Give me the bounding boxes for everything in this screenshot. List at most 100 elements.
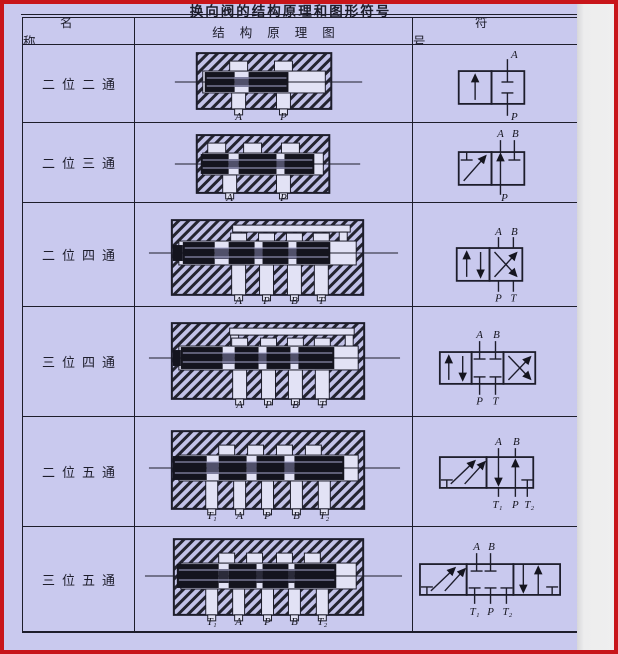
port-label: B	[511, 226, 518, 238]
table-row: 二位三通	[23, 122, 577, 202]
symbol-svg: A B T₁ P T₂	[419, 541, 561, 618]
port-label: T₁	[493, 499, 503, 511]
structure-diagram: A P B T	[134, 203, 412, 306]
ports	[232, 369, 330, 406]
table-row: 二位四通	[23, 202, 577, 306]
port-label: T	[319, 399, 326, 411]
spool	[172, 242, 331, 264]
structure-diagram: A P B T	[134, 307, 412, 416]
port-label: B	[291, 295, 298, 306]
structure-diagram-svg: A P B T	[148, 322, 401, 411]
port-label: A	[234, 616, 242, 628]
port-label: A	[475, 329, 483, 341]
header-structure: 结构原理图	[134, 18, 412, 44]
row-name: 三位五通	[41, 572, 122, 588]
structure-diagram-svg: T₁ A P B T₂	[144, 538, 403, 628]
row-name: 二位四通	[41, 248, 122, 263]
table-row: 二位五通	[23, 416, 577, 526]
page-margin-strip	[577, 4, 614, 650]
spool	[176, 564, 337, 588]
port-label: P	[264, 399, 272, 411]
port-label: A	[225, 192, 233, 202]
port-label: B	[513, 436, 520, 448]
row-name: 三位四通	[41, 355, 122, 370]
port-label: P	[475, 396, 483, 408]
port-label: A	[494, 436, 502, 448]
port-label: B	[488, 541, 495, 553]
symbol-svg: A B P T	[438, 329, 537, 408]
port-label: P	[279, 111, 287, 122]
table-row: 三位四通	[23, 306, 577, 416]
port-label: P	[500, 192, 508, 202]
symbol-diagram: A B P T	[412, 307, 577, 416]
header-name: 名称	[23, 18, 110, 44]
port-label: T₁	[470, 606, 480, 618]
port-label: T	[318, 295, 325, 306]
structure-diagram-svg: A P B T	[148, 219, 399, 306]
port-label: B	[292, 399, 299, 411]
symbol-diagram: A B T₁ P T₂	[412, 417, 577, 526]
symbol-svg: A B P T	[455, 226, 524, 305]
port-label: T₁	[207, 616, 217, 628]
valve-table: 名称 结构原理图 符号 二位二通	[21, 14, 579, 633]
spool	[204, 72, 289, 92]
port-label: P	[486, 606, 494, 618]
book-page: 换向阀的结构原理和图形符号 名称 结构原理图 符号 二位二通	[4, 4, 579, 650]
table-header-row: 名称 结构原理图 符号	[23, 18, 577, 44]
port-label: T	[510, 293, 517, 305]
port-label: B	[291, 616, 298, 628]
ports	[205, 588, 329, 622]
port-label: P	[510, 111, 518, 122]
port-label: A	[472, 541, 480, 553]
row-name: 二位五通	[41, 465, 122, 480]
ports	[231, 264, 329, 302]
port-label: B	[293, 510, 300, 522]
port-label: A	[234, 111, 242, 122]
port-label: A	[235, 399, 243, 411]
port-label: P	[263, 510, 271, 522]
ports	[231, 92, 291, 116]
port-label: A	[510, 49, 518, 61]
port-label: P	[511, 499, 519, 511]
structure-diagram-svg: T₁ A P B T₂	[148, 430, 401, 522]
ports	[222, 174, 291, 200]
port-label: P	[263, 616, 271, 628]
spool	[172, 347, 335, 369]
port-label: T₁	[207, 510, 217, 522]
port-label: T	[492, 396, 499, 408]
ports	[205, 480, 331, 516]
structure-diagram-svg: A P	[174, 134, 361, 202]
spool	[200, 154, 315, 174]
port-label: B	[493, 329, 500, 341]
port-label: P	[262, 295, 270, 306]
port-label: A	[496, 128, 504, 140]
symbol-svg: A P	[457, 49, 526, 122]
symbol-svg: A B T₁ P T₂	[438, 436, 534, 511]
row-name: 二位二通	[41, 77, 122, 92]
structure-diagram-svg: A P	[174, 52, 363, 122]
page-title: 换向阀的结构原理和图形符号	[189, 4, 392, 19]
structure-diagram: T₁ A P B T₂	[134, 417, 412, 526]
port-label: P	[494, 293, 502, 305]
port-label: T₂	[502, 606, 512, 618]
symbol-diagram: A B T₁ P T₂	[412, 527, 577, 631]
row-name: 二位三通	[41, 156, 122, 171]
symbol-diagram: A B P T	[412, 203, 577, 306]
structure-diagram: A P	[134, 123, 412, 202]
symbol-diagram: A B P	[412, 123, 577, 202]
port-label: B	[512, 128, 519, 140]
port-label: A	[494, 226, 502, 238]
header-symbol: 符号	[412, 18, 577, 44]
table-row: 二位二通	[23, 44, 577, 122]
port-label: A	[234, 295, 242, 306]
port-label: T₂	[317, 616, 327, 628]
table-row: 三位五通	[23, 526, 577, 631]
port-label: T₂	[319, 510, 329, 522]
port-label: A	[235, 510, 243, 522]
symbol-diagram: A P	[412, 45, 577, 122]
port-label: P	[279, 192, 287, 202]
spool	[172, 456, 345, 480]
structure-diagram: A P	[134, 45, 412, 122]
port-label: T₂	[524, 499, 534, 511]
